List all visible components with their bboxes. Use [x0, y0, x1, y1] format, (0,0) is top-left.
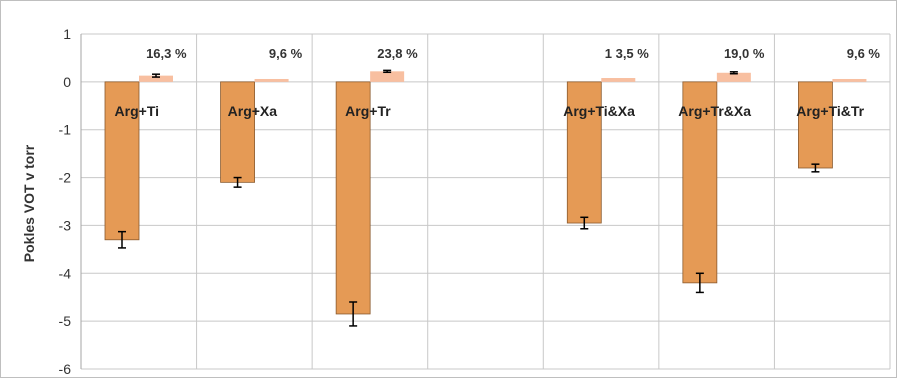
percent-annotation: 16,3 % — [146, 46, 187, 61]
category-label: Arg+Tr&Xa — [678, 103, 751, 119]
bar-main — [798, 81, 833, 169]
y-tick-label: -5 — [59, 313, 72, 329]
bar-main — [335, 81, 371, 315]
y-tick-label: 1 — [63, 26, 71, 42]
bar-main — [566, 81, 602, 224]
bar-secondary — [370, 71, 405, 82]
y-tick-label: -6 — [59, 361, 72, 377]
category-label: Arg+Ti&Xa — [563, 103, 635, 119]
category-label: Arg+Ti — [115, 103, 159, 119]
percent-annotation: 19,0 % — [724, 46, 765, 61]
bar-secondary — [139, 75, 173, 82]
y-tick-label: -2 — [59, 170, 72, 186]
y-tick-label: -3 — [59, 217, 72, 233]
y-tick-label: -4 — [59, 265, 72, 281]
bar-secondary — [716, 72, 751, 82]
percent-annotation: 9,6 % — [847, 46, 881, 61]
category-label: Arg+Xa — [228, 103, 278, 119]
category-label: Arg+Ti&Tr — [796, 103, 864, 119]
bar-main — [220, 81, 255, 183]
percent-annotation: 23,8 % — [377, 46, 418, 61]
category-label: Arg+Tr — [345, 103, 391, 119]
y-tick-label: 0 — [63, 74, 71, 90]
bar-secondary — [832, 78, 867, 82]
percent-annotation: 9,6 % — [269, 46, 303, 61]
bar-main — [104, 81, 140, 241]
y-axis-label: Pokles VOT v torr — [21, 144, 37, 262]
bar-secondary — [254, 78, 289, 82]
bar-secondary — [601, 78, 636, 82]
y-tick-label: -1 — [59, 122, 72, 138]
bar-main — [682, 81, 718, 284]
percent-annotation: 1 3,5 % — [605, 46, 650, 61]
